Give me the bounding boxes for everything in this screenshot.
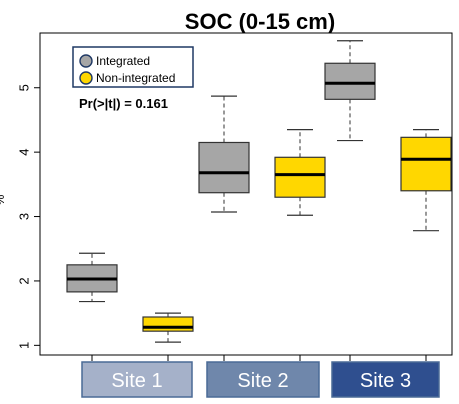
box-integrated-site-2 — [198, 95, 250, 213]
y-tick-label: 2 — [16, 277, 31, 284]
box-non-integrated-site-1 — [142, 312, 194, 343]
x-axis — [91, 354, 427, 361]
box-series-group — [66, 40, 452, 343]
iqr-box — [274, 156, 326, 198]
box-integrated-site-1 — [66, 252, 118, 303]
site-labels: Site 1 Site 2 Site 3 — [81, 361, 440, 398]
site-label-2: Site 2 — [237, 370, 288, 392]
iqr-box — [198, 141, 250, 194]
site-label-box-3 — [331, 361, 440, 398]
y-axis-label: % — [0, 194, 7, 205]
p-value-annotation: Pr(>|t|) = 0.161 — [79, 96, 168, 111]
site-label-box-1 — [81, 361, 193, 398]
legend-integrated-label: Integrated — [96, 54, 150, 68]
chart-title: SOC (0-15 cm) — [185, 9, 335, 34]
y-tick-label: 5 — [16, 84, 31, 91]
box-integrated-site-3 — [324, 40, 376, 142]
y-tick-label: 1 — [16, 342, 31, 349]
box-non-integrated-site-2 — [274, 129, 326, 216]
y-tick-label: 4 — [16, 149, 31, 156]
y-tick-label: 3 — [16, 213, 31, 220]
legend-non-integrated-swatch — [79, 71, 93, 85]
box-non-integrated-site-3 — [400, 129, 452, 232]
iqr-box — [400, 136, 452, 192]
iqr-box — [324, 62, 376, 100]
legend-integrated-swatch — [79, 54, 93, 68]
site-label-1: Site 1 — [111, 370, 162, 392]
y-axis: 1 2 3 4 5 — [16, 84, 40, 349]
site-label-box-2 — [206, 361, 320, 398]
legend-frame — [72, 46, 194, 88]
site-label-3: Site 3 — [360, 370, 411, 392]
legend: Integrated Non-integrated — [72, 46, 194, 88]
iqr-box — [142, 316, 194, 332]
legend-non-integrated-label: Non-integrated — [96, 71, 175, 85]
